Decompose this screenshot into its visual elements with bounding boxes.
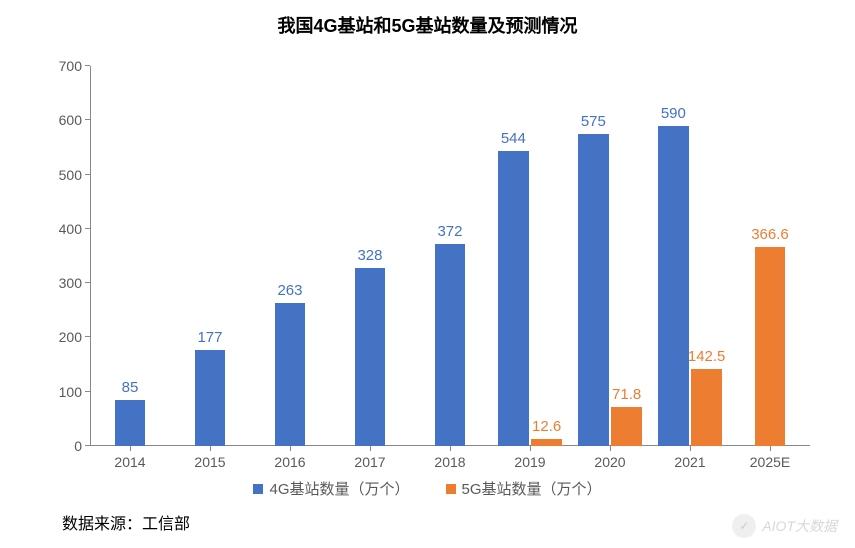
- legend-item: 4G基站数量（万个）: [253, 478, 409, 499]
- y-tick-label: 600: [59, 112, 82, 128]
- bar: 328: [355, 268, 386, 446]
- y-tick-label: 200: [59, 329, 82, 345]
- bar: 372: [435, 244, 466, 446]
- figure-container: 我国4G基站和5G基站数量及预测情况 010020030040050060070…: [0, 0, 855, 548]
- bar: 12.6: [531, 439, 562, 446]
- bar-value-label: 142.5: [688, 348, 726, 365]
- bar-value-label: 372: [437, 223, 462, 240]
- y-tick-label: 500: [59, 167, 82, 183]
- data-source-label: 数据来源：工信部: [62, 510, 190, 534]
- bar: 142.5: [691, 369, 722, 446]
- watermark: ✓ AIOT大数据: [732, 514, 837, 538]
- bar-value-label: 590: [661, 105, 686, 122]
- bar-value-label: 328: [357, 247, 382, 264]
- plot-area: 0100200300400500600700201485201517720162…: [90, 66, 810, 446]
- bar-value-label: 366.6: [751, 226, 789, 243]
- legend: 4G基站数量（万个） 5G基站数量（万个）: [0, 478, 855, 499]
- y-tick-label: 400: [59, 221, 82, 237]
- x-tick-label: 2021: [674, 454, 705, 470]
- bar: 544: [498, 151, 529, 446]
- bar: 366.6: [755, 247, 786, 446]
- x-tick-label: 2016: [274, 454, 305, 470]
- bar-value-label: 575: [581, 113, 606, 130]
- legend-label: 4G基站数量（万个）: [269, 478, 409, 499]
- x-tick-label: 2020: [594, 454, 625, 470]
- bar-value-label: 177: [197, 329, 222, 346]
- legend-swatch: [446, 484, 456, 494]
- bar: 71.8: [611, 407, 642, 446]
- bar-value-label: 544: [501, 130, 526, 147]
- legend-label: 5G基站数量（万个）: [462, 478, 602, 499]
- legend-swatch: [253, 484, 263, 494]
- x-tick-label: 2017: [354, 454, 385, 470]
- y-tick-label: 700: [59, 58, 82, 74]
- bar-value-label: 85: [122, 379, 139, 396]
- bar-value-label: 71.8: [612, 386, 641, 403]
- x-tick-label: 2015: [194, 454, 225, 470]
- y-tick-label: 0: [74, 438, 82, 454]
- bar: 590: [658, 126, 689, 446]
- x-tick-label: 2025E: [750, 454, 790, 470]
- bar: 263: [275, 303, 306, 446]
- bar: 177: [195, 350, 226, 446]
- bar-value-label: 12.6: [532, 418, 561, 435]
- bar: 575: [578, 134, 609, 446]
- bar-value-label: 263: [277, 282, 302, 299]
- x-tick-label: 2018: [434, 454, 465, 470]
- x-tick-label: 2014: [114, 454, 145, 470]
- watermark-text: AIOT大数据: [762, 516, 837, 536]
- y-tick-label: 100: [59, 384, 82, 400]
- x-tick-label: 2019: [514, 454, 545, 470]
- chart-title: 我国4G基站和5G基站数量及预测情况: [0, 12, 855, 38]
- legend-item: 5G基站数量（万个）: [446, 478, 602, 499]
- bar: 85: [115, 400, 146, 446]
- y-tick-label: 300: [59, 275, 82, 291]
- wechat-icon: ✓: [732, 514, 756, 538]
